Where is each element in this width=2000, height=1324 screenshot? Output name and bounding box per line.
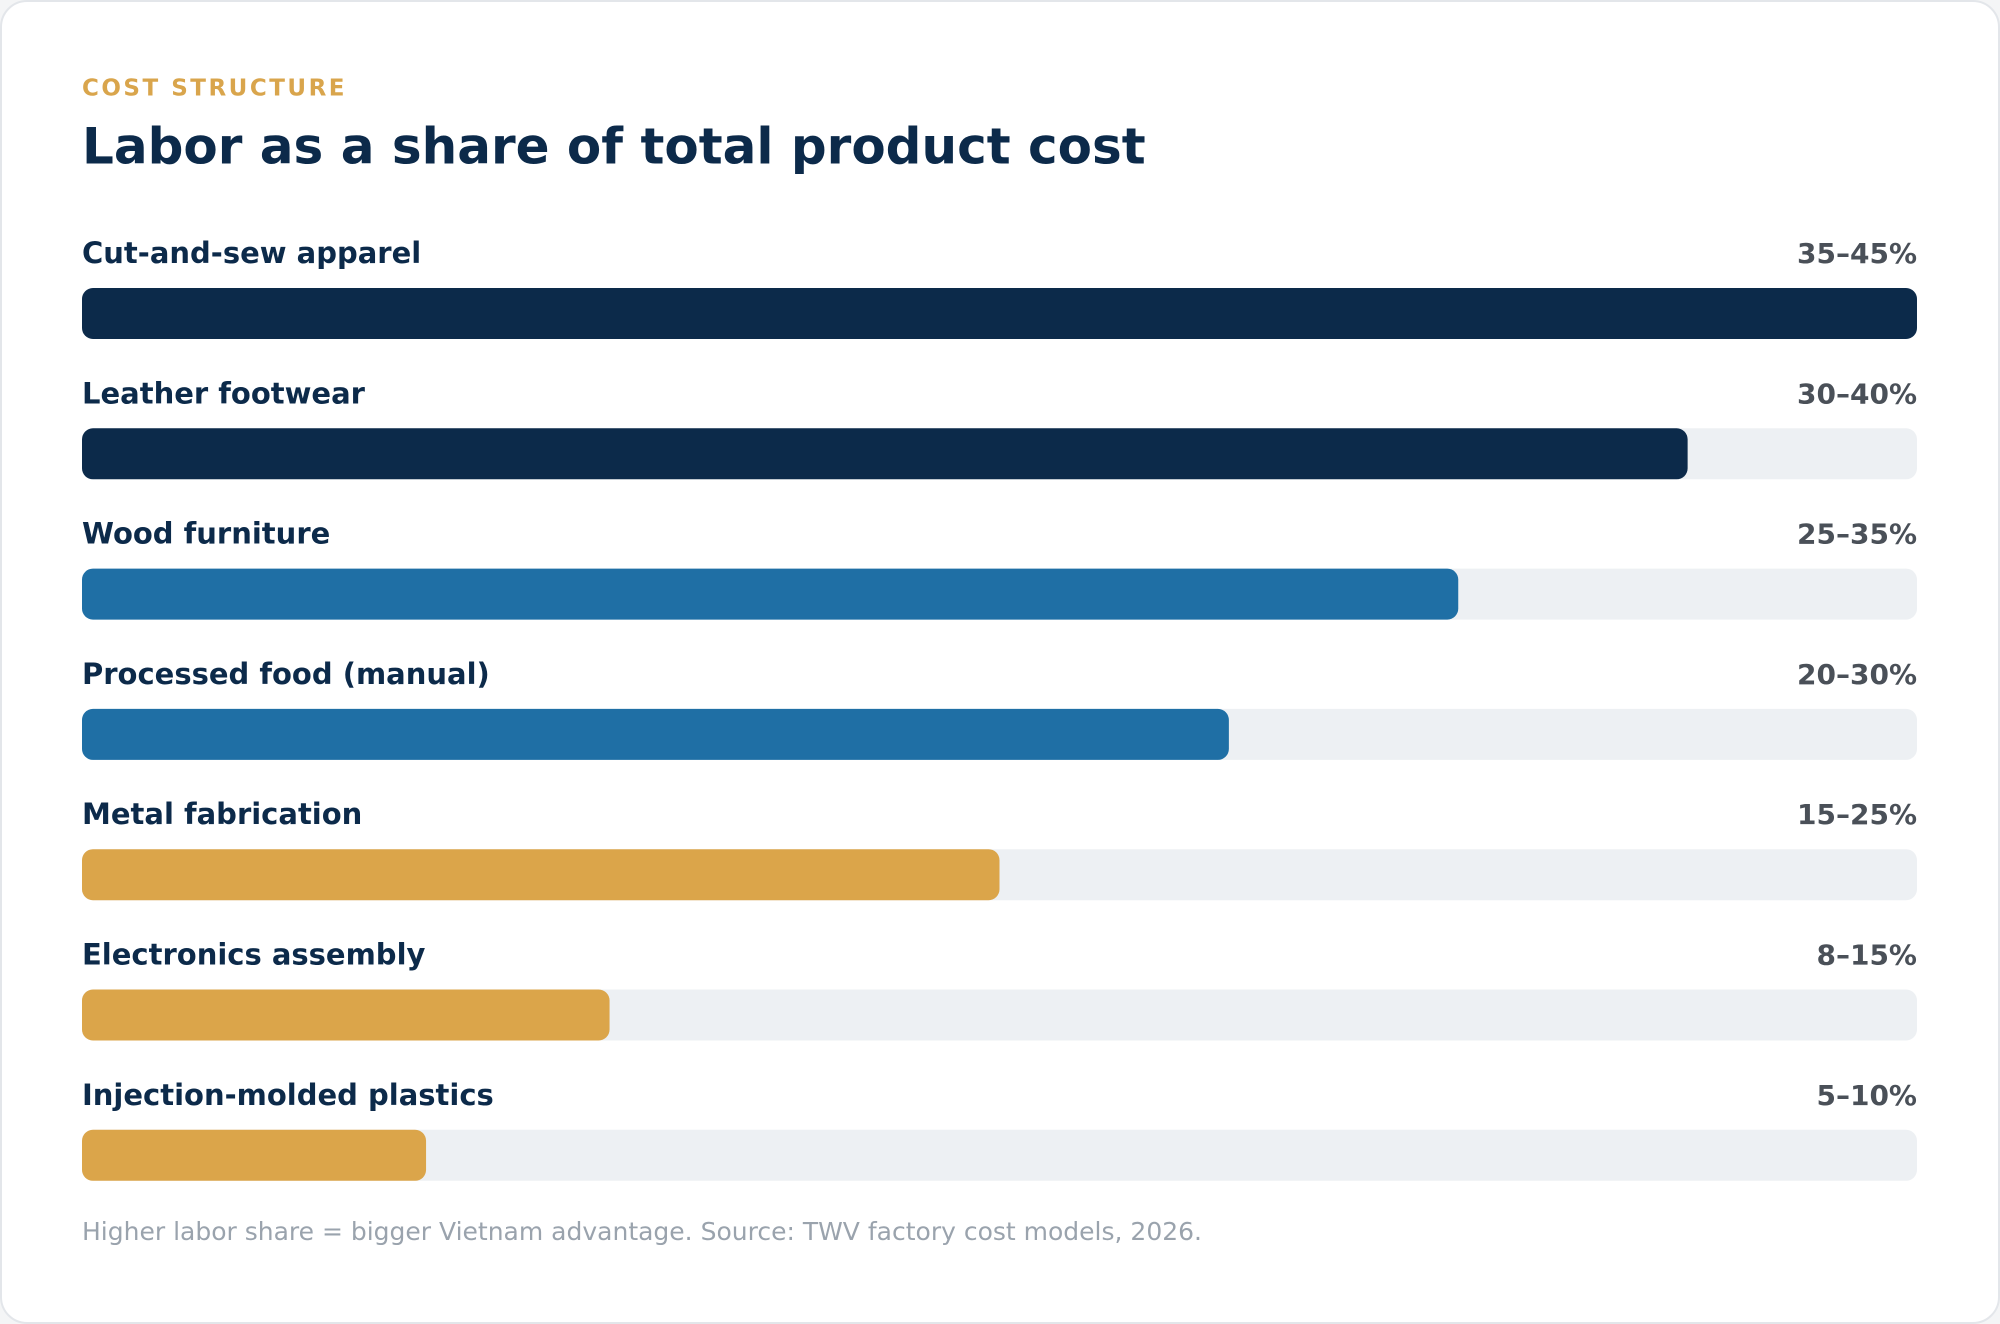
bar — [82, 568, 1459, 620]
category-label: Cut-and-sew apparel — [82, 236, 421, 270]
value-label: 35–45% — [1797, 237, 1917, 270]
category-label: Leather footwear — [82, 376, 366, 410]
category-label: Electronics assembly — [82, 938, 426, 972]
value-label: 20–30% — [1797, 658, 1917, 691]
value-label: 30–40% — [1797, 377, 1917, 410]
bar — [82, 849, 1000, 901]
value-label: 15–25% — [1797, 798, 1917, 831]
bar — [82, 708, 1229, 760]
category-label: Wood furniture — [82, 517, 330, 551]
value-label: 8–15% — [1816, 939, 1917, 972]
bar-track — [82, 1129, 1917, 1181]
category-label: Injection-molded plastics — [82, 1078, 494, 1112]
bar — [82, 288, 1917, 339]
chart-title: Labor as a share of total product cost — [82, 118, 1146, 176]
bar — [82, 428, 1688, 480]
bar — [82, 989, 610, 1041]
category-label: Processed food (manual) — [82, 657, 490, 691]
value-label: 25–35% — [1797, 518, 1917, 551]
bar — [82, 1129, 427, 1181]
value-label: 5–10% — [1816, 1079, 1917, 1112]
eyebrow: COST STRUCTURE — [82, 76, 347, 102]
category-label: Metal fabrication — [82, 797, 362, 831]
footnote: Higher labor share = bigger Vietnam adva… — [82, 1217, 1202, 1246]
